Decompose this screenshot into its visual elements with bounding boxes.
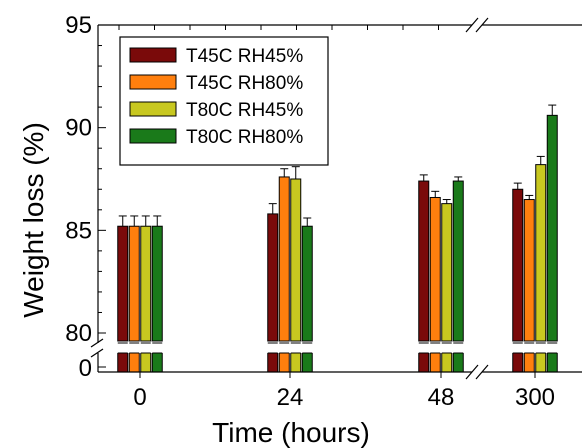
- bar-t45c-rh45--48: [419, 181, 429, 341]
- bar-t80c-rh45--0: [141, 226, 151, 341]
- bar-lower-segment: [453, 353, 463, 372]
- bar-lower-segment: [524, 353, 534, 372]
- legend-label: T45C RH45%: [186, 46, 303, 67]
- bar-t80c-rh80--0: [152, 226, 162, 341]
- bar-t45c-rh80--300: [524, 200, 534, 341]
- bar-lower-segment: [268, 353, 278, 372]
- bar-t45c-rh80--48: [430, 197, 440, 341]
- bar-lower-segment: [536, 353, 546, 372]
- x-tick-label: 0: [133, 384, 146, 411]
- axis-break-gap: [100, 343, 582, 353]
- bar-t80c-rh80--24: [302, 226, 312, 341]
- y-tick-label: 85: [65, 217, 92, 244]
- x-tick-label: 48: [428, 384, 455, 411]
- bar-t80c-rh80--48: [453, 181, 463, 341]
- bar-lower-segment: [419, 353, 429, 372]
- bar-lower-segment: [430, 353, 440, 372]
- bar-t80c-rh45--24: [291, 179, 301, 341]
- bar-lower-segment: [442, 353, 452, 372]
- legend-label: T80C RH80%: [186, 127, 303, 148]
- bar-lower-segment: [152, 353, 162, 372]
- legend-swatch: [130, 75, 176, 89]
- y-tick-label: 80: [65, 320, 92, 347]
- bar-lower-segment: [129, 353, 139, 372]
- x-tick-label: 24: [277, 384, 304, 411]
- legend-label: T45C RH80%: [186, 73, 303, 94]
- y-tick-label: 0: [79, 355, 92, 382]
- bar-lower-segment: [291, 353, 301, 372]
- y-axis-label: Weight loss (%): [18, 122, 49, 318]
- legend-swatch: [130, 102, 176, 116]
- legend-swatch: [130, 129, 176, 143]
- y-tick-label: 95: [65, 12, 92, 39]
- bar-t80c-rh45--300: [536, 165, 546, 341]
- legend-swatch: [130, 48, 176, 62]
- bar-lower-segment: [513, 353, 523, 372]
- x-axis-label: Time (hours): [212, 417, 370, 448]
- bar-t80c-rh45--48: [442, 204, 452, 341]
- bar-lower-segment: [118, 353, 128, 372]
- y-tick-label: 90: [65, 115, 92, 142]
- bar-t45c-rh45--300: [513, 189, 523, 341]
- bar-t45c-rh45--0: [118, 226, 128, 341]
- legend-label: T80C RH45%: [186, 100, 303, 121]
- bar-t45c-rh80--24: [279, 177, 289, 341]
- bar-lower-segment: [279, 353, 289, 372]
- x-tick-label: 300: [515, 384, 555, 411]
- bar-lower-segment: [302, 353, 312, 372]
- bar-t45c-rh45--24: [268, 214, 278, 341]
- bar-t45c-rh80--0: [129, 226, 139, 341]
- bar-lower-segment: [141, 353, 151, 372]
- bar-t80c-rh80--300: [547, 115, 557, 341]
- legend: T45C RH45% T45C RH80% T80C RH45% T80C RH80%: [120, 37, 328, 165]
- bar-lower-segment: [547, 353, 557, 372]
